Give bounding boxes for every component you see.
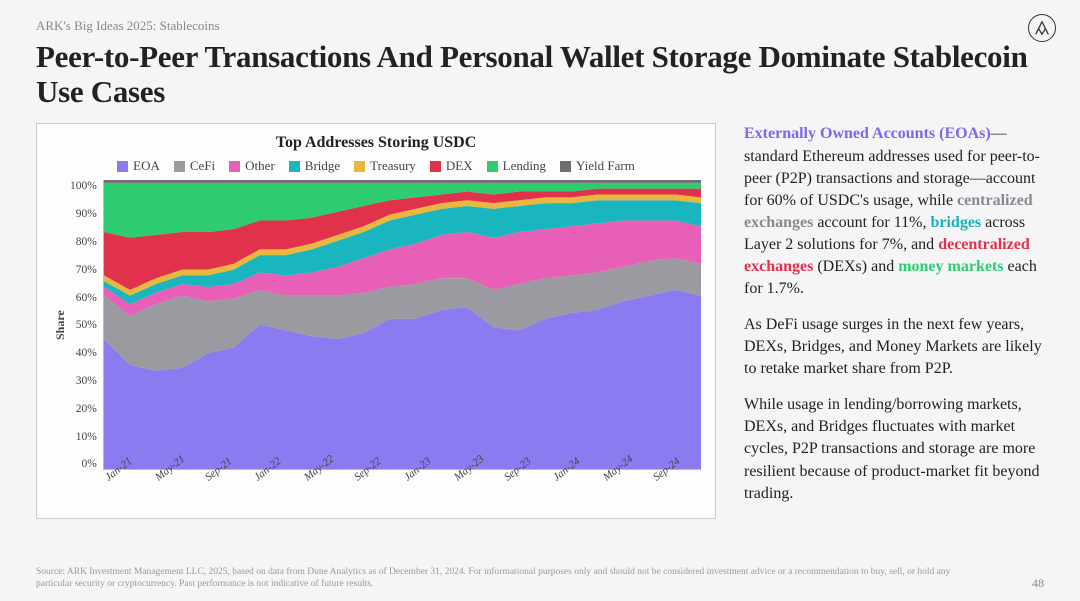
eyebrow: ARK's Big Ideas 2025: Stablecoins bbox=[36, 18, 1044, 34]
page-title: Peer-to-Peer Transactions And Personal W… bbox=[36, 40, 1044, 109]
chart-legend: EOA CeFi Other Bridge Treasury DEX Lending Yiel… bbox=[51, 158, 701, 174]
legend-item: Lending bbox=[487, 158, 546, 174]
chart-plot-area bbox=[103, 180, 701, 470]
legend-item: Treasury bbox=[354, 158, 416, 174]
legend-item: CeFi bbox=[174, 158, 215, 174]
ark-logo bbox=[1028, 14, 1056, 42]
legend-item: Other bbox=[229, 158, 275, 174]
paragraph-1: Externally Owned Accounts (EOAs)—standar… bbox=[744, 123, 1044, 300]
paragraph-3: While usage in lending/borrowing markets… bbox=[744, 394, 1044, 504]
paragraph-2: As DeFi usage surges in the next few yea… bbox=[744, 314, 1044, 380]
page-number: 48 bbox=[1032, 576, 1044, 591]
legend-item: Bridge bbox=[289, 158, 340, 174]
legend-item: EOA bbox=[117, 158, 160, 174]
y-axis-label: Share bbox=[51, 180, 70, 470]
legend-item: DEX bbox=[430, 158, 473, 174]
chart-container: Top Addresses Storing USDC EOA CeFi Other B… bbox=[36, 123, 716, 519]
x-axis-ticks: Jan-21May-21Sep-21Jan-22May-22Sep-22Jan-… bbox=[103, 474, 701, 486]
y-axis-ticks: 100%90%80%70%60%50%40%30%20%10%0% bbox=[70, 180, 103, 470]
footer-source: Source: ARK Investment Management LLC, 2… bbox=[36, 567, 956, 591]
legend-item: Yield Farm bbox=[560, 158, 635, 174]
body-text: Externally Owned Accounts (EOAs)—standar… bbox=[744, 123, 1044, 519]
chart-title: Top Addresses Storing USDC bbox=[51, 134, 701, 152]
